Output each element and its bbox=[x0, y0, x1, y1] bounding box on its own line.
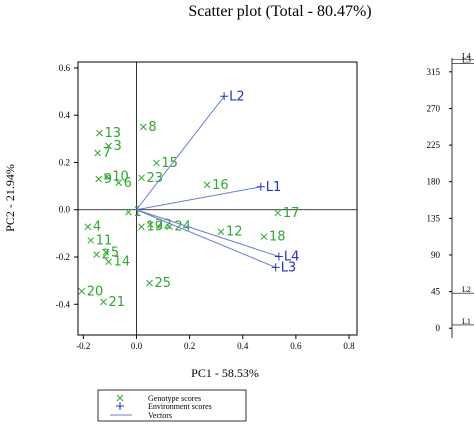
legend-label: Genotype scores bbox=[148, 394, 201, 403]
point-label: 22 bbox=[155, 218, 172, 233]
point-label: 25 bbox=[154, 276, 171, 291]
genotype-point bbox=[84, 223, 92, 231]
genotype-point bbox=[94, 149, 102, 157]
point-label: 19 bbox=[147, 220, 164, 235]
x-tick-label: 0.2 bbox=[184, 341, 195, 351]
genotype-point bbox=[138, 174, 145, 182]
x-tick-label: 0.6 bbox=[290, 341, 302, 351]
point-label: 16 bbox=[212, 178, 229, 193]
marker-label: L4 bbox=[462, 52, 471, 61]
y-tick-label: 45 bbox=[431, 287, 441, 297]
point-label: 5 bbox=[111, 245, 119, 260]
legend-marker bbox=[116, 402, 124, 410]
genotype-point bbox=[125, 208, 132, 216]
vector bbox=[136, 95, 225, 211]
genotype-point bbox=[78, 287, 86, 295]
x-tick-label: 0.0 bbox=[131, 341, 143, 351]
environment-point bbox=[256, 182, 265, 191]
x-axis-label: PC1 - 58.53% bbox=[191, 366, 259, 380]
genotype-point bbox=[260, 233, 268, 241]
marker-label: L1 bbox=[462, 317, 471, 326]
genotype-point bbox=[95, 175, 103, 183]
genotype-point bbox=[153, 159, 160, 167]
point-label: 4 bbox=[93, 220, 101, 235]
environment-point bbox=[271, 263, 280, 272]
legend-box bbox=[97, 389, 247, 422]
y-tick-label: 315 bbox=[427, 67, 441, 77]
point-label: L3 bbox=[281, 260, 297, 275]
y-tick-label: 270 bbox=[427, 103, 441, 113]
point-label: 8 bbox=[148, 120, 156, 135]
genotype-point bbox=[103, 173, 111, 180]
point-label: 2 bbox=[102, 248, 110, 263]
y-tick-label: 0 bbox=[436, 323, 441, 333]
point-label: 14 bbox=[114, 255, 131, 270]
genotype-point bbox=[100, 298, 107, 306]
point-label: 3 bbox=[114, 139, 122, 154]
point-label: 6 bbox=[124, 176, 132, 191]
point-label: L1 bbox=[266, 180, 282, 195]
point-label: 18 bbox=[269, 230, 286, 245]
point-label: L4 bbox=[284, 250, 300, 265]
vector bbox=[136, 209, 280, 258]
y-tick-label: 0.2 bbox=[59, 157, 70, 167]
y-tick-label: 90 bbox=[431, 250, 441, 260]
genotype-point bbox=[93, 251, 100, 258]
marker-label: L3 bbox=[462, 56, 471, 65]
point-label: L2 bbox=[229, 89, 245, 104]
legend-label: Environment scores bbox=[148, 402, 212, 411]
genotype-point bbox=[203, 181, 211, 189]
y-tick-label: -0.2 bbox=[56, 252, 70, 262]
point-label: 23 bbox=[147, 171, 164, 186]
genotype-point bbox=[140, 123, 147, 131]
chart-title: Scatter plot (Total - 80.47%) bbox=[188, 3, 371, 20]
plot-frame bbox=[77, 61, 358, 336]
legend-marker bbox=[116, 394, 124, 402]
vector bbox=[136, 209, 276, 268]
y-tick-label: 0.0 bbox=[59, 205, 71, 215]
point-label: 9 bbox=[104, 172, 112, 187]
y-axis-label: PC2 - 21.94% bbox=[3, 164, 17, 232]
y-tick-label: 135 bbox=[427, 213, 441, 223]
environment-point bbox=[220, 92, 229, 101]
y-tick-label: 225 bbox=[427, 140, 441, 150]
x-tick-label: 0.4 bbox=[237, 341, 249, 351]
point-label: 17 bbox=[283, 206, 300, 221]
vector bbox=[136, 186, 261, 211]
x-tick-label: -0.2 bbox=[76, 341, 90, 351]
y-tick-label: 180 bbox=[427, 177, 441, 187]
y-tick-label: -0.4 bbox=[56, 299, 71, 309]
point-label: 20 bbox=[87, 284, 104, 299]
legend-label: Vectors bbox=[148, 411, 172, 420]
genotype-point bbox=[102, 248, 110, 256]
point-label: 21 bbox=[109, 295, 126, 310]
genotype-point bbox=[146, 279, 153, 287]
point-label: 15 bbox=[161, 156, 178, 171]
genotype-point bbox=[166, 223, 173, 231]
point-label: 11 bbox=[96, 233, 113, 248]
genotype-point bbox=[138, 223, 145, 231]
y-tick-label: 0.6 bbox=[59, 63, 71, 73]
genotype-point bbox=[146, 221, 154, 228]
x-tick-label: 0.8 bbox=[343, 341, 355, 351]
genotype-point bbox=[105, 142, 112, 150]
point-label: 12 bbox=[226, 225, 243, 240]
y-tick-label: 0.4 bbox=[59, 110, 71, 120]
genotype-point bbox=[105, 258, 112, 266]
point-label: 7 bbox=[103, 146, 111, 161]
point-label: 13 bbox=[105, 126, 122, 141]
environment-point bbox=[274, 252, 283, 261]
genotype-point bbox=[115, 179, 123, 187]
genotype-point bbox=[96, 129, 103, 137]
genotype-point bbox=[217, 228, 225, 236]
genotype-point bbox=[87, 237, 95, 244]
point-label: 1 bbox=[133, 205, 141, 220]
genotype-point bbox=[274, 209, 282, 217]
marker-label: L2 bbox=[462, 285, 471, 294]
